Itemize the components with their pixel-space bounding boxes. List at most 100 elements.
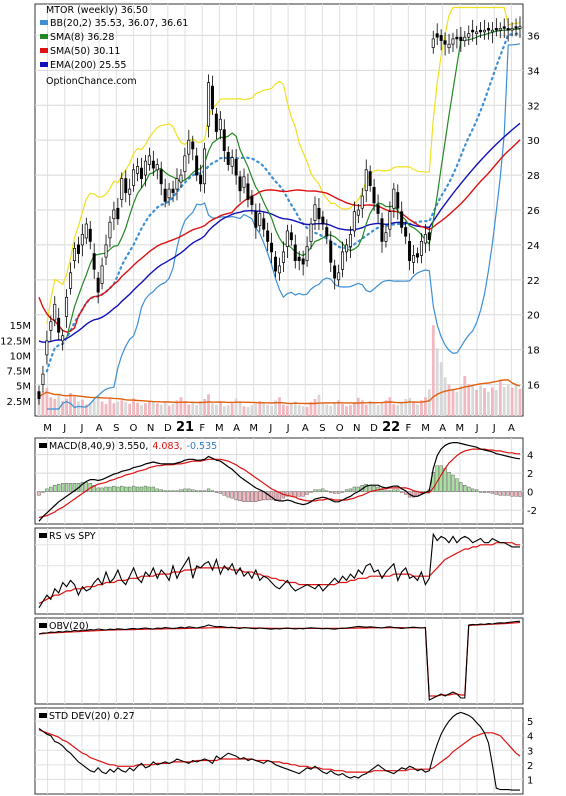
macd-histogram-bar [411,491,416,498]
candle-body [104,244,108,258]
candle-body [490,29,494,33]
candle-body [427,232,431,241]
volume-bar [467,383,471,416]
macd-tick-label: 4 [527,451,533,462]
price-legend: MTOR (weekly) 36.50 BB(20,2) 35.53, 36.0… [40,5,188,87]
macd-tick-label: 2 [527,469,533,480]
volume-bar [451,389,455,416]
macd-legend-swatch [39,443,47,448]
candle-body [41,373,45,385]
candle-body [305,246,309,262]
candle-body [159,169,163,185]
stddev-tick-label: 1 [527,775,533,786]
volume-bar [356,397,360,416]
volume-bar [211,403,214,416]
rs-legend-swatch [39,533,47,538]
candle-body [396,192,400,209]
candle-body [419,241,423,256]
price-tick-label: 18 [527,346,540,357]
x-tick-label: N [147,423,154,434]
volume-bar [128,403,132,416]
x-tick-label: M [421,423,430,434]
volume-bar [88,402,92,416]
macd-histogram-bar [475,489,479,492]
candle-body [210,85,214,110]
volume-bar [424,397,427,416]
candle-body [364,169,368,192]
macd-histogram-bar [41,491,45,493]
macd-histogram-bar [68,483,73,492]
macd-histogram-bar [171,490,175,492]
price-tick-label: 24 [527,241,540,252]
volume-bar [514,383,518,416]
candle-body [372,186,376,204]
volume-bar [278,397,281,416]
volume-bar [404,399,408,416]
macd-histogram-bar [116,486,120,492]
candle-body [242,176,246,188]
macd-histogram-bar [443,468,447,492]
volume-bar [155,403,159,416]
candle-body [57,317,61,333]
price-tick-label: 16 [527,381,540,392]
volume-bar [37,396,41,416]
candle-body [502,26,506,29]
volume-bar [487,391,490,416]
candle-body [195,155,199,176]
macd-histogram-bar [104,486,108,492]
candle-body [116,207,120,220]
candle-body [258,213,262,227]
x-tick-label: A [302,423,309,434]
macd-histogram-bar [384,490,388,492]
candle-body [412,255,416,263]
candle-body [171,188,175,193]
candle-body [400,211,404,228]
volume-bar [207,394,210,416]
volume-bar [510,387,514,416]
macd-histogram-bar [305,491,309,495]
macd-histogram-bar [100,487,104,492]
stddev-legend: STD DEV(20) 0.27 [49,711,135,722]
macd-histogram-bar [37,491,41,496]
x-tick-label: O [130,423,138,434]
macd-histogram-bar [254,491,258,503]
candle-body [447,43,451,49]
candle-body [266,230,270,242]
candle-body [112,209,116,220]
volume-bar [455,391,459,416]
candle-body [415,253,419,258]
macd-histogram-bar [490,491,494,494]
macd-histogram-bar [198,490,203,492]
volume-bar [132,398,135,416]
candle-body [218,118,222,131]
stddev-panel: 5 4 3 2 1 STD DEV(20) 0.27 [34,707,533,795]
x-tick-label: 21 [176,420,194,435]
macd-histogram-bar [325,490,329,492]
volume-bar [61,400,64,416]
macd-histogram-bar [352,486,356,492]
candle-body [124,178,128,193]
macd-tick-label: 0 [527,488,533,499]
candle-body [222,129,226,151]
candle-body [203,148,207,185]
macd-tick-label: -2 [527,506,537,517]
volume-bar [270,405,273,416]
candle-body [108,221,112,239]
price-tick-label: 36 [527,31,540,42]
volume-bar [175,400,179,416]
macd-histogram-bar [471,488,475,492]
sma8-line [66,28,521,339]
volume-bar [183,401,187,416]
volume-bar [274,400,277,416]
x-tick-label: O [336,423,344,434]
legend-swatch-bb [40,20,48,25]
candle-body [408,241,412,261]
volume-tick-label: 12.5M [0,336,31,347]
macd-histogram-bar [159,489,163,492]
rs-panel: RS vs SPY [34,527,524,615]
macd-histogram-bar [340,491,345,493]
candlesticks [37,16,522,405]
candle-body [238,176,242,192]
rs-legend: RS vs SPY [49,531,96,542]
volume-bar [238,402,242,416]
